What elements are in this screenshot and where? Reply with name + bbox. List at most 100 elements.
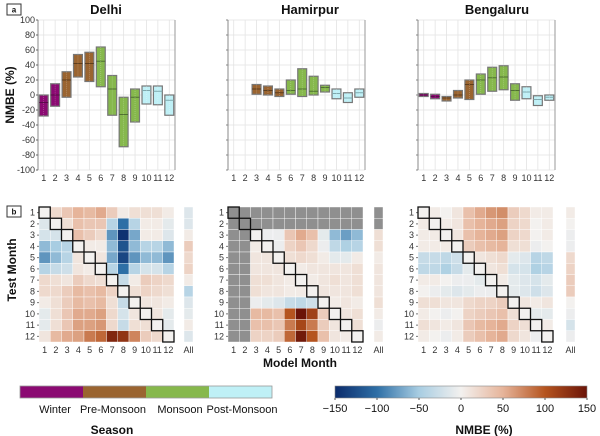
x-tick-label: 11 [343,173,352,183]
heat-cell-r5-c4 [72,251,85,264]
diagonal-cell-2 [49,217,63,231]
season-label-winter: Winter [39,404,71,416]
x-tick-label: 7 [490,173,495,183]
heat-cell-r2-c8 [496,218,509,230]
heat-cell-r3-c1 [417,229,430,241]
x-tick-label: 3 [254,345,259,355]
all-column-label: All [183,345,193,355]
heat-cell-r12-c12 [541,330,554,343]
y-tick-label: 2 [30,219,35,229]
heat-cell-r12-c2 [429,330,441,343]
heat-cell-r4-c7 [106,240,118,253]
x-tick-label: 10 [330,345,340,355]
heat-cell-r2-c4 [451,218,464,230]
all-column-label: All [565,345,575,355]
heat-cell-r7-c1 [227,274,240,286]
box-month-9 [319,84,331,93]
heat-cell-r8-c12 [162,285,175,298]
heat-cell-r5-c12 [162,251,175,264]
heat-all-r10 [565,308,576,320]
heat-cell-r5-c8 [306,251,319,264]
x-tick-label: 9 [321,345,326,355]
heat-cell-r9-c2 [50,296,62,309]
heat-cell-r12-c5 [83,330,96,343]
diagonal-cell-7 [484,273,498,287]
heat-cell-r11-c11 [151,319,163,331]
heat-cell-r1-c12 [162,206,175,219]
heat-cell-r11-c10 [140,319,152,331]
heat-cell-r12-c2 [50,330,62,343]
heat-cell-r3-c10 [140,229,152,241]
heat-cell-r7-c1 [417,274,430,286]
heat-cell-r5-c6 [474,251,486,264]
heat-cell-r11-c10 [519,319,531,331]
heat-cell-r1-c7 [295,206,307,219]
season-label-post-monsoon: Post-Monsoon [207,404,278,416]
heat-all-r6 [373,263,384,275]
y-tick-label: 60 [25,45,35,55]
heat-cell-r7-c12 [351,274,364,286]
heat-cell-r11-c1 [417,319,430,331]
box-month-8 [308,75,319,96]
heat-cell-r4-c1 [227,240,240,253]
heat-cell-r10-c1 [227,308,240,320]
heat-cell-r12-c6 [284,330,296,343]
heat-cell-r1-c2 [429,206,441,219]
heat-cell-r11-c2 [50,319,62,331]
heat-all-r7 [565,274,576,286]
diagonal-cell-3 [439,228,453,242]
heat-cell-r5-c12 [351,251,364,264]
heat-all-r1 [183,206,194,219]
x-tick-label: 1 [421,173,426,183]
heat-cell-r12-c4 [261,330,274,343]
x-tick-label: 3 [254,173,259,183]
diagonal-cell-7 [294,273,308,287]
y-tick-label: -40 [22,120,35,130]
colorbar-gradient [334,385,588,399]
heat-cell-r9-c8 [117,296,130,309]
heat-cell-r6-c3 [440,263,452,275]
heat-cell-r4-c2 [50,240,62,253]
diagonal-cell-8 [117,285,130,298]
model-month-xlabel: Model Month [263,356,337,370]
heat-cell-r1-c11 [530,206,542,219]
heat-all-r4 [183,240,194,253]
heat-cell-r7-c3 [440,274,452,286]
heat-cell-r11-c4 [451,319,464,331]
heat-cell-r6-c4 [451,263,464,275]
heat-cell-r3-c11 [340,229,352,241]
heat-cell-r12-c11 [530,330,542,343]
heat-cell-r1-c4 [261,206,274,219]
x-tick-label: 5 [466,345,471,355]
heat-cell-r8-c8 [117,285,130,298]
x-tick-label: 11 [152,345,161,355]
heat-cell-r10-c6 [95,308,107,320]
x-tick-label: 9 [133,173,138,183]
box-month-11 [152,85,163,106]
heat-cell-r11-c9 [317,319,330,331]
y-tick-label: 11 [405,320,414,330]
box-month-5 [464,79,475,101]
y-tick-label: 40 [25,60,35,70]
heat-cell-r9-c9 [128,296,141,309]
x-tick-label: 2 [243,173,248,183]
season-swatch-post-monsoon [209,386,272,398]
heat-cell-r3-c5 [272,229,285,241]
heat-all-r3 [183,229,194,241]
heat-cell-r7-c11 [340,274,352,286]
heat-cell-r10-c7 [295,308,307,320]
heat-cell-r6-c7 [485,263,497,275]
heat-cell-r11-c4 [261,319,274,331]
heat-cell-r4-c10 [140,240,152,253]
heat-cell-r11-c7 [106,319,118,331]
heat-cell-r2-c9 [128,218,141,230]
heat-cell-r4-c11 [151,240,163,253]
heat-cell-r4-c7 [295,240,307,253]
heat-cell-r9-c9 [507,296,520,309]
heat-all-r9 [565,296,576,309]
heat-cell-r10-c6 [284,308,296,320]
y-tick-label: 10 [25,309,35,319]
heat-cell-r1-c3 [440,206,452,219]
heat-all-r9 [373,296,384,309]
heat-cell-r11-c12 [351,319,364,331]
